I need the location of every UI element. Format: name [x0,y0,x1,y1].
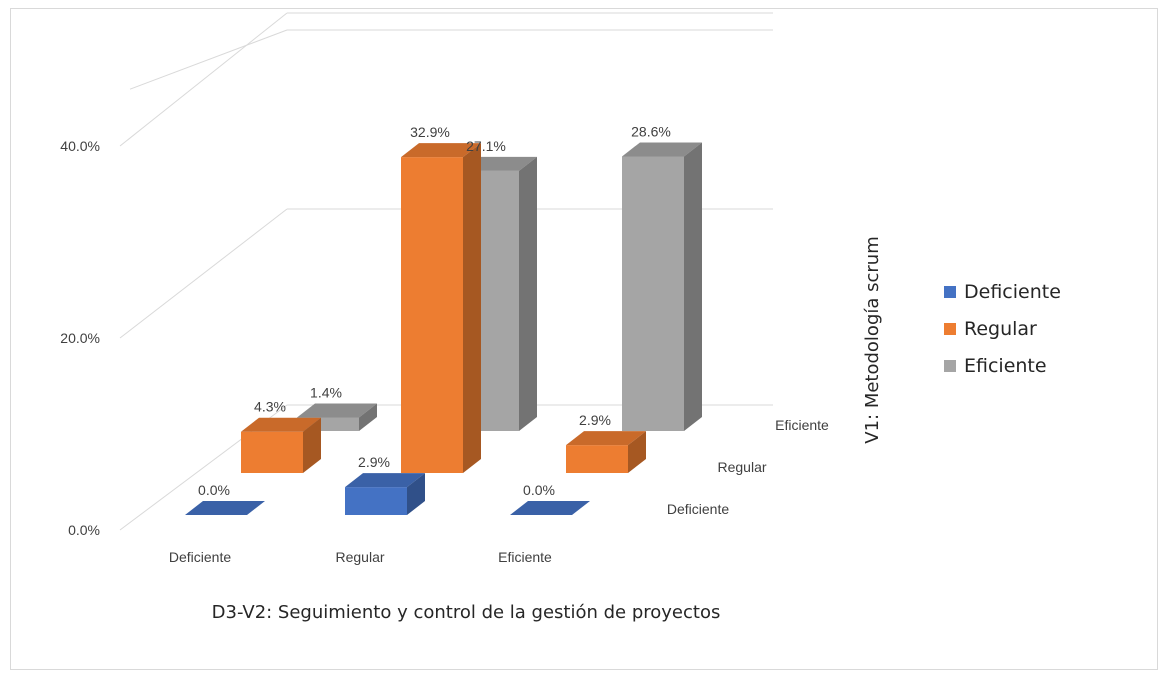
y-tick-label: 0.0% [68,522,100,538]
data-label: 2.9% [579,412,611,428]
bar-top [622,142,702,157]
bar-top [401,143,481,158]
gridline-side [119,12,288,147]
bar-side [359,403,377,431]
depth-axis-title: V1: Metodología scrum [862,236,883,443]
legend-swatch [944,360,956,372]
bar-front [401,157,463,473]
bar-side [407,473,425,515]
data-label: 0.0% [523,482,555,498]
bar-side [463,143,481,473]
bar-top [185,501,265,515]
bar [566,431,646,473]
x-axis-title: D3-V2: Seguimiento y control de la gesti… [212,602,721,623]
gridline-side [119,208,288,339]
data-label: 27.1% [466,138,506,154]
bar [510,501,590,515]
bar [345,473,425,515]
data-label: 4.3% [254,399,286,415]
x-tick-label: Deficiente [169,549,231,565]
bar-top [345,473,425,488]
legend-label: Regular [964,318,1037,340]
bar-top [510,501,590,515]
bar-front [241,431,303,473]
depth-tick-label: Eficiente [775,417,829,433]
bar [622,142,702,431]
bar [241,417,321,473]
legend-label: Deficiente [964,281,1061,303]
bar-side [303,417,321,473]
bar-top [566,431,646,446]
gridline-side [129,29,288,90]
bar-side [628,431,646,473]
bar-side [519,156,537,431]
y-tick-label: 40.0% [60,138,100,154]
depth-tick-label: Deficiente [667,501,729,517]
depth-tick-label: Regular [717,459,766,475]
bar [401,143,481,473]
bar-top [297,403,377,418]
data-label: 0.0% [198,482,230,498]
legend-label: Eficiente [964,355,1047,377]
legend-swatch [944,323,956,335]
x-tick-label: Regular [335,549,384,565]
data-label: 1.4% [310,385,342,401]
x-tick-label: Eficiente [498,549,552,565]
chart-frame [10,8,1158,670]
data-label: 2.9% [358,454,390,470]
bar-front [622,156,684,431]
y-tick-label: 20.0% [60,330,100,346]
bar-top [241,417,321,432]
legend-swatch [944,286,956,298]
bar-side [684,142,702,431]
bar [185,501,265,515]
data-label: 32.9% [410,124,450,140]
bar-front [345,487,407,515]
data-label: 28.6% [631,123,671,139]
bar-front [566,445,628,473]
